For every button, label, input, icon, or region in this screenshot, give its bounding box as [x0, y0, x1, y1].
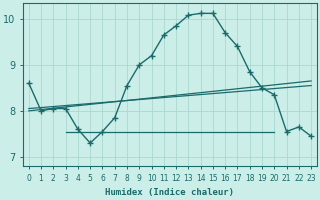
X-axis label: Humidex (Indice chaleur): Humidex (Indice chaleur) [106, 188, 235, 197]
